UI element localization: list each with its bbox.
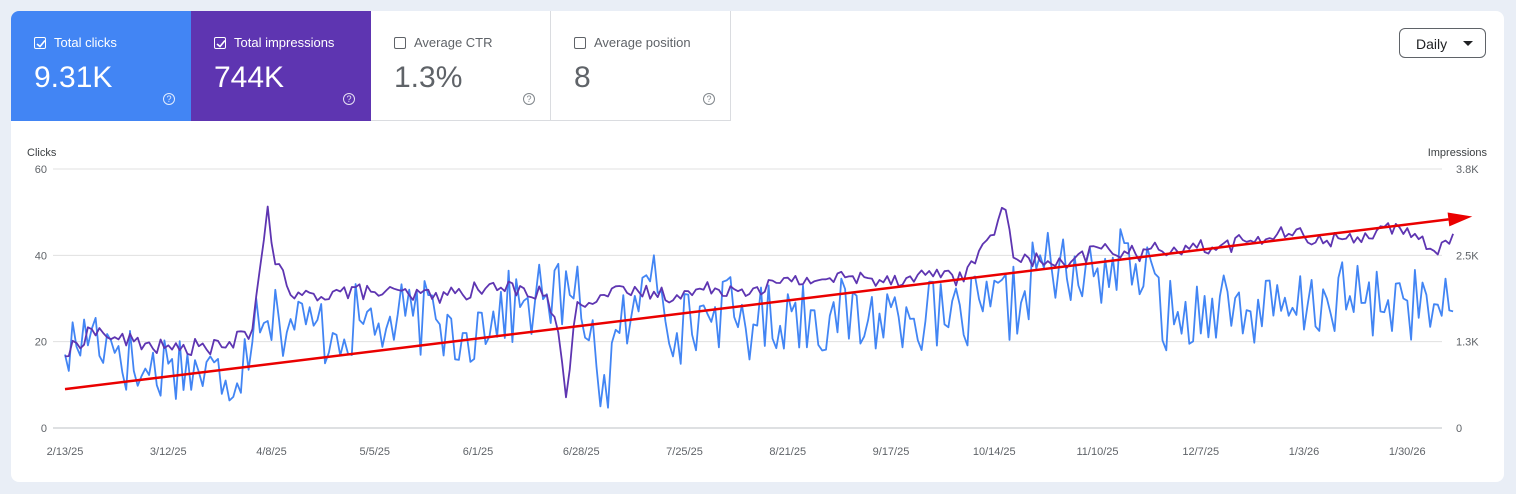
x-tick-label: 1/30/26 (1389, 446, 1426, 458)
help-icon[interactable]: ? (343, 93, 355, 105)
x-tick-label: 7/25/25 (666, 446, 703, 458)
trend-arrow-shaft (64, 218, 1449, 391)
average-ctr-card[interactable]: Average CTR 1.3% ? (371, 11, 551, 121)
average-ctr-value: 1.3% (394, 61, 463, 94)
series-lines (64, 205, 1454, 409)
x-axis-ticks: 2/13/25 3/12/25 4/8/25 5/5/25 6/1/25 6/28/25 7… (47, 446, 1426, 458)
performance-chart: Clicks Impressions 60 40 20 0 3.8K 2.5K 1.3K 0… (27, 147, 1488, 458)
left-tick-label: 60 (35, 164, 47, 176)
clicks-line (64, 228, 1454, 409)
help-icon[interactable]: ? (523, 93, 535, 105)
granularity-dropdown[interactable]: Daily (1399, 28, 1486, 58)
total-clicks-card[interactable]: Total clicks 9.31K ? (11, 11, 191, 121)
x-tick-label: 11/10/25 (1076, 446, 1118, 458)
total-clicks-checkbox[interactable] (34, 37, 46, 49)
right-tick-label: 0 (1456, 423, 1462, 435)
impressions-line (64, 205, 1454, 399)
right-tick-label: 2.5K (1456, 250, 1479, 262)
x-tick-label: 10/14/25 (973, 446, 1016, 458)
average-position-label: Average position (594, 35, 691, 50)
x-tick-label: 2/13/25 (47, 446, 84, 458)
total-impressions-card[interactable]: Total impressions 744K ? (191, 11, 371, 121)
total-impressions-value: 744K (214, 61, 285, 94)
right-axis-title: Impressions (1428, 147, 1488, 159)
total-clicks-label: Total clicks (54, 35, 117, 50)
left-tick-label: 20 (35, 337, 47, 349)
average-ctr-checkbox[interactable] (394, 37, 406, 49)
help-icon[interactable]: ? (163, 93, 175, 105)
x-tick-label: 8/21/25 (769, 446, 806, 458)
x-tick-label: 4/8/25 (256, 446, 287, 458)
right-axis-ticks: 3.8K 2.5K 1.3K 0 (1456, 164, 1479, 435)
x-tick-label: 5/5/25 (359, 446, 390, 458)
total-clicks-value: 9.31K (34, 61, 113, 94)
left-tick-label: 0 (41, 423, 47, 435)
left-axis-title: Clicks (27, 147, 57, 159)
right-tick-label: 1.3K (1456, 337, 1479, 349)
left-tick-label: 40 (35, 250, 47, 262)
gridlines (53, 168, 1442, 429)
average-ctr-label: Average CTR (414, 35, 493, 50)
x-tick-label: 9/17/25 (873, 446, 910, 458)
trend-arrow-head (1447, 212, 1473, 227)
average-position-value: 8 (574, 61, 591, 94)
x-tick-label: 6/1/25 (463, 446, 494, 458)
x-tick-label: 12/7/25 (1182, 446, 1219, 458)
total-impressions-label: Total impressions (234, 35, 335, 50)
performance-panel: Total clicks 9.31K ? Total impressions 7… (11, 11, 1504, 482)
x-tick-label: 1/3/26 (1289, 446, 1320, 458)
metric-cards: Total clicks 9.31K ? Total impressions 7… (11, 11, 731, 121)
average-position-card[interactable]: Average position 8 ? (551, 11, 731, 121)
average-position-checkbox[interactable] (574, 37, 586, 49)
right-tick-label: 3.8K (1456, 164, 1479, 176)
left-axis-ticks: 60 40 20 0 (35, 164, 47, 435)
total-impressions-checkbox[interactable] (214, 37, 226, 49)
help-icon[interactable]: ? (703, 93, 715, 105)
x-tick-label: 6/28/25 (563, 446, 600, 458)
x-tick-label: 3/12/25 (150, 446, 187, 458)
granularity-label: Daily (1416, 36, 1448, 52)
caret-down-icon (1463, 41, 1473, 46)
trend-arrow (64, 212, 1473, 391)
